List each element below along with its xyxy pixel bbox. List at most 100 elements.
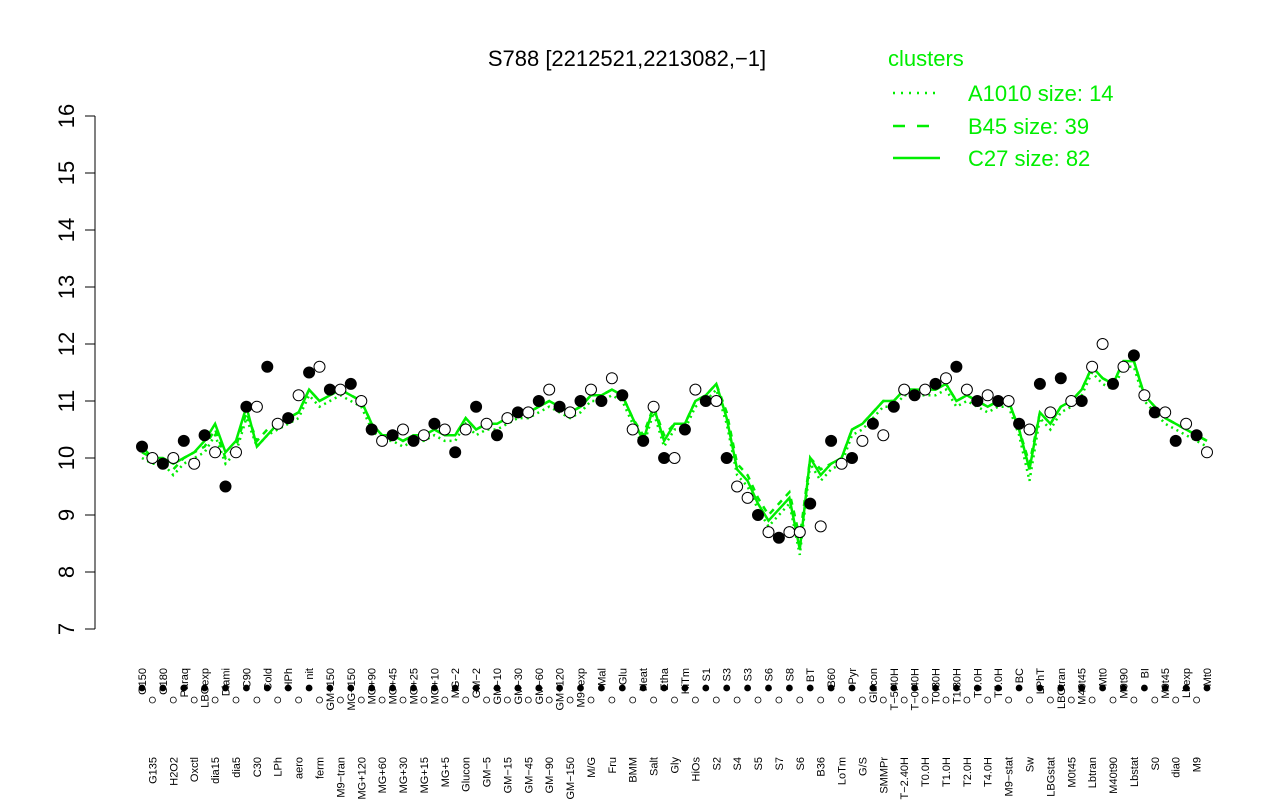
x-marker: [441, 696, 449, 704]
data-point: [929, 377, 942, 390]
x-marker: [253, 696, 261, 704]
x-marker: [347, 684, 355, 692]
data-point: [303, 366, 316, 379]
data-point: [1180, 417, 1193, 430]
x-tick-label: GM−30: [513, 668, 525, 704]
x-marker: [211, 696, 219, 704]
x-tick-label: T1.30H: [951, 668, 963, 704]
x-marker: [869, 684, 877, 692]
x-tick-label: dia0: [1171, 757, 1183, 778]
x-tick-label: LoTm: [837, 757, 849, 785]
x-marker: [1182, 684, 1190, 692]
x-tick-label: BI: [1139, 668, 1151, 678]
x-marker: [692, 696, 699, 704]
data-point: [668, 452, 681, 464]
data-point: [543, 383, 556, 396]
x-tick-label: Fru: [607, 757, 619, 774]
data-point: [940, 372, 952, 385]
x-marker: [932, 684, 939, 692]
x-tick-label: Cold: [262, 668, 274, 691]
data-point: [365, 423, 378, 436]
x-marker: [598, 684, 605, 692]
x-tick-label: S4: [732, 757, 744, 770]
legend-entry-1: A1010 size: 14: [968, 81, 1114, 106]
x-tick-label: GM−10: [492, 668, 504, 704]
x-marker: [1193, 696, 1200, 704]
data-point: [407, 434, 420, 447]
data-point: [835, 457, 848, 470]
x-tick-label: HiTm: [680, 668, 692, 694]
x-marker: [806, 684, 814, 692]
x-tick-label: M9: [1192, 757, 1204, 772]
data-point: [438, 423, 451, 436]
x-marker: [765, 684, 772, 692]
x-tick-label: aero: [294, 757, 306, 779]
x-marker: [786, 684, 793, 692]
data-point: [908, 389, 921, 402]
x-tick-label: Glucon: [461, 757, 473, 792]
x-tick-label: MG+90: [367, 668, 379, 704]
data-point: [731, 480, 744, 493]
data-point: [971, 395, 984, 407]
x-tick-label: Pyr: [847, 668, 859, 685]
data-point: [699, 395, 712, 407]
x-marker: [399, 696, 407, 704]
data-point: [898, 383, 911, 396]
data-point: [1148, 406, 1161, 419]
y-tick-label: 14: [54, 218, 79, 242]
x-marker: [671, 696, 678, 704]
data-point: [532, 395, 545, 407]
x-marker: [775, 696, 783, 704]
data-point: [355, 395, 368, 407]
x-tick-label: S8: [784, 668, 796, 681]
x-tick-label: LBGexp: [200, 668, 212, 708]
data-point: [1190, 429, 1203, 442]
x-marker: [545, 696, 553, 704]
x-tick-label: M0t45: [1066, 757, 1078, 788]
x-marker: [1067, 696, 1075, 704]
data-point: [1201, 446, 1213, 459]
data-point: [825, 434, 838, 447]
x-marker: [838, 696, 845, 704]
x-tick-label: T0.30H: [931, 668, 943, 704]
data-point: [1159, 406, 1172, 419]
x-tick-label: S6: [795, 757, 807, 770]
data-point: [616, 389, 629, 402]
x-tick-label: S6: [764, 668, 776, 681]
data-point: [177, 434, 190, 447]
x-marker: [911, 684, 918, 692]
data-point: [877, 429, 890, 442]
x-marker: [953, 684, 960, 692]
x-tick-label: MG+25: [409, 668, 421, 704]
x-tick-label: T1.0H: [941, 757, 953, 787]
data-point: [1033, 377, 1046, 390]
x-tick-label: C30: [252, 757, 264, 777]
x-tick-label: M9−tran: [335, 757, 347, 798]
x-tick-label: Oxctl: [189, 757, 201, 782]
x-tick-label: B36: [816, 757, 828, 777]
data-point: [1023, 423, 1036, 436]
y-tick-label: 13: [54, 275, 79, 299]
data-point: [334, 383, 347, 396]
data-point: [762, 526, 775, 539]
data-point: [1002, 395, 1015, 407]
x-tick-label: GM−45: [523, 757, 535, 793]
data-point: [637, 434, 650, 447]
x-marker: [148, 696, 156, 704]
x-marker: [169, 696, 177, 704]
x-marker: [712, 696, 720, 704]
x-tick-label: T2.0H: [962, 757, 974, 787]
x-tick-label: ferm: [315, 757, 327, 779]
x-tick-label: GM−60: [534, 668, 546, 704]
data-point: [167, 452, 180, 464]
x-tick-label: M40t90: [1108, 757, 1120, 794]
x-tick-label: T−5.40H: [889, 668, 901, 711]
y-tick-label: 15: [54, 161, 79, 185]
data-point: [491, 429, 503, 442]
x-marker: [420, 696, 428, 704]
x-tick-label: GM−15: [502, 757, 514, 793]
x-marker: [190, 696, 198, 704]
x-tick-label: Mt0: [1098, 668, 1110, 686]
x-marker: [650, 696, 657, 704]
x-tick-label: GM−150: [565, 757, 577, 800]
